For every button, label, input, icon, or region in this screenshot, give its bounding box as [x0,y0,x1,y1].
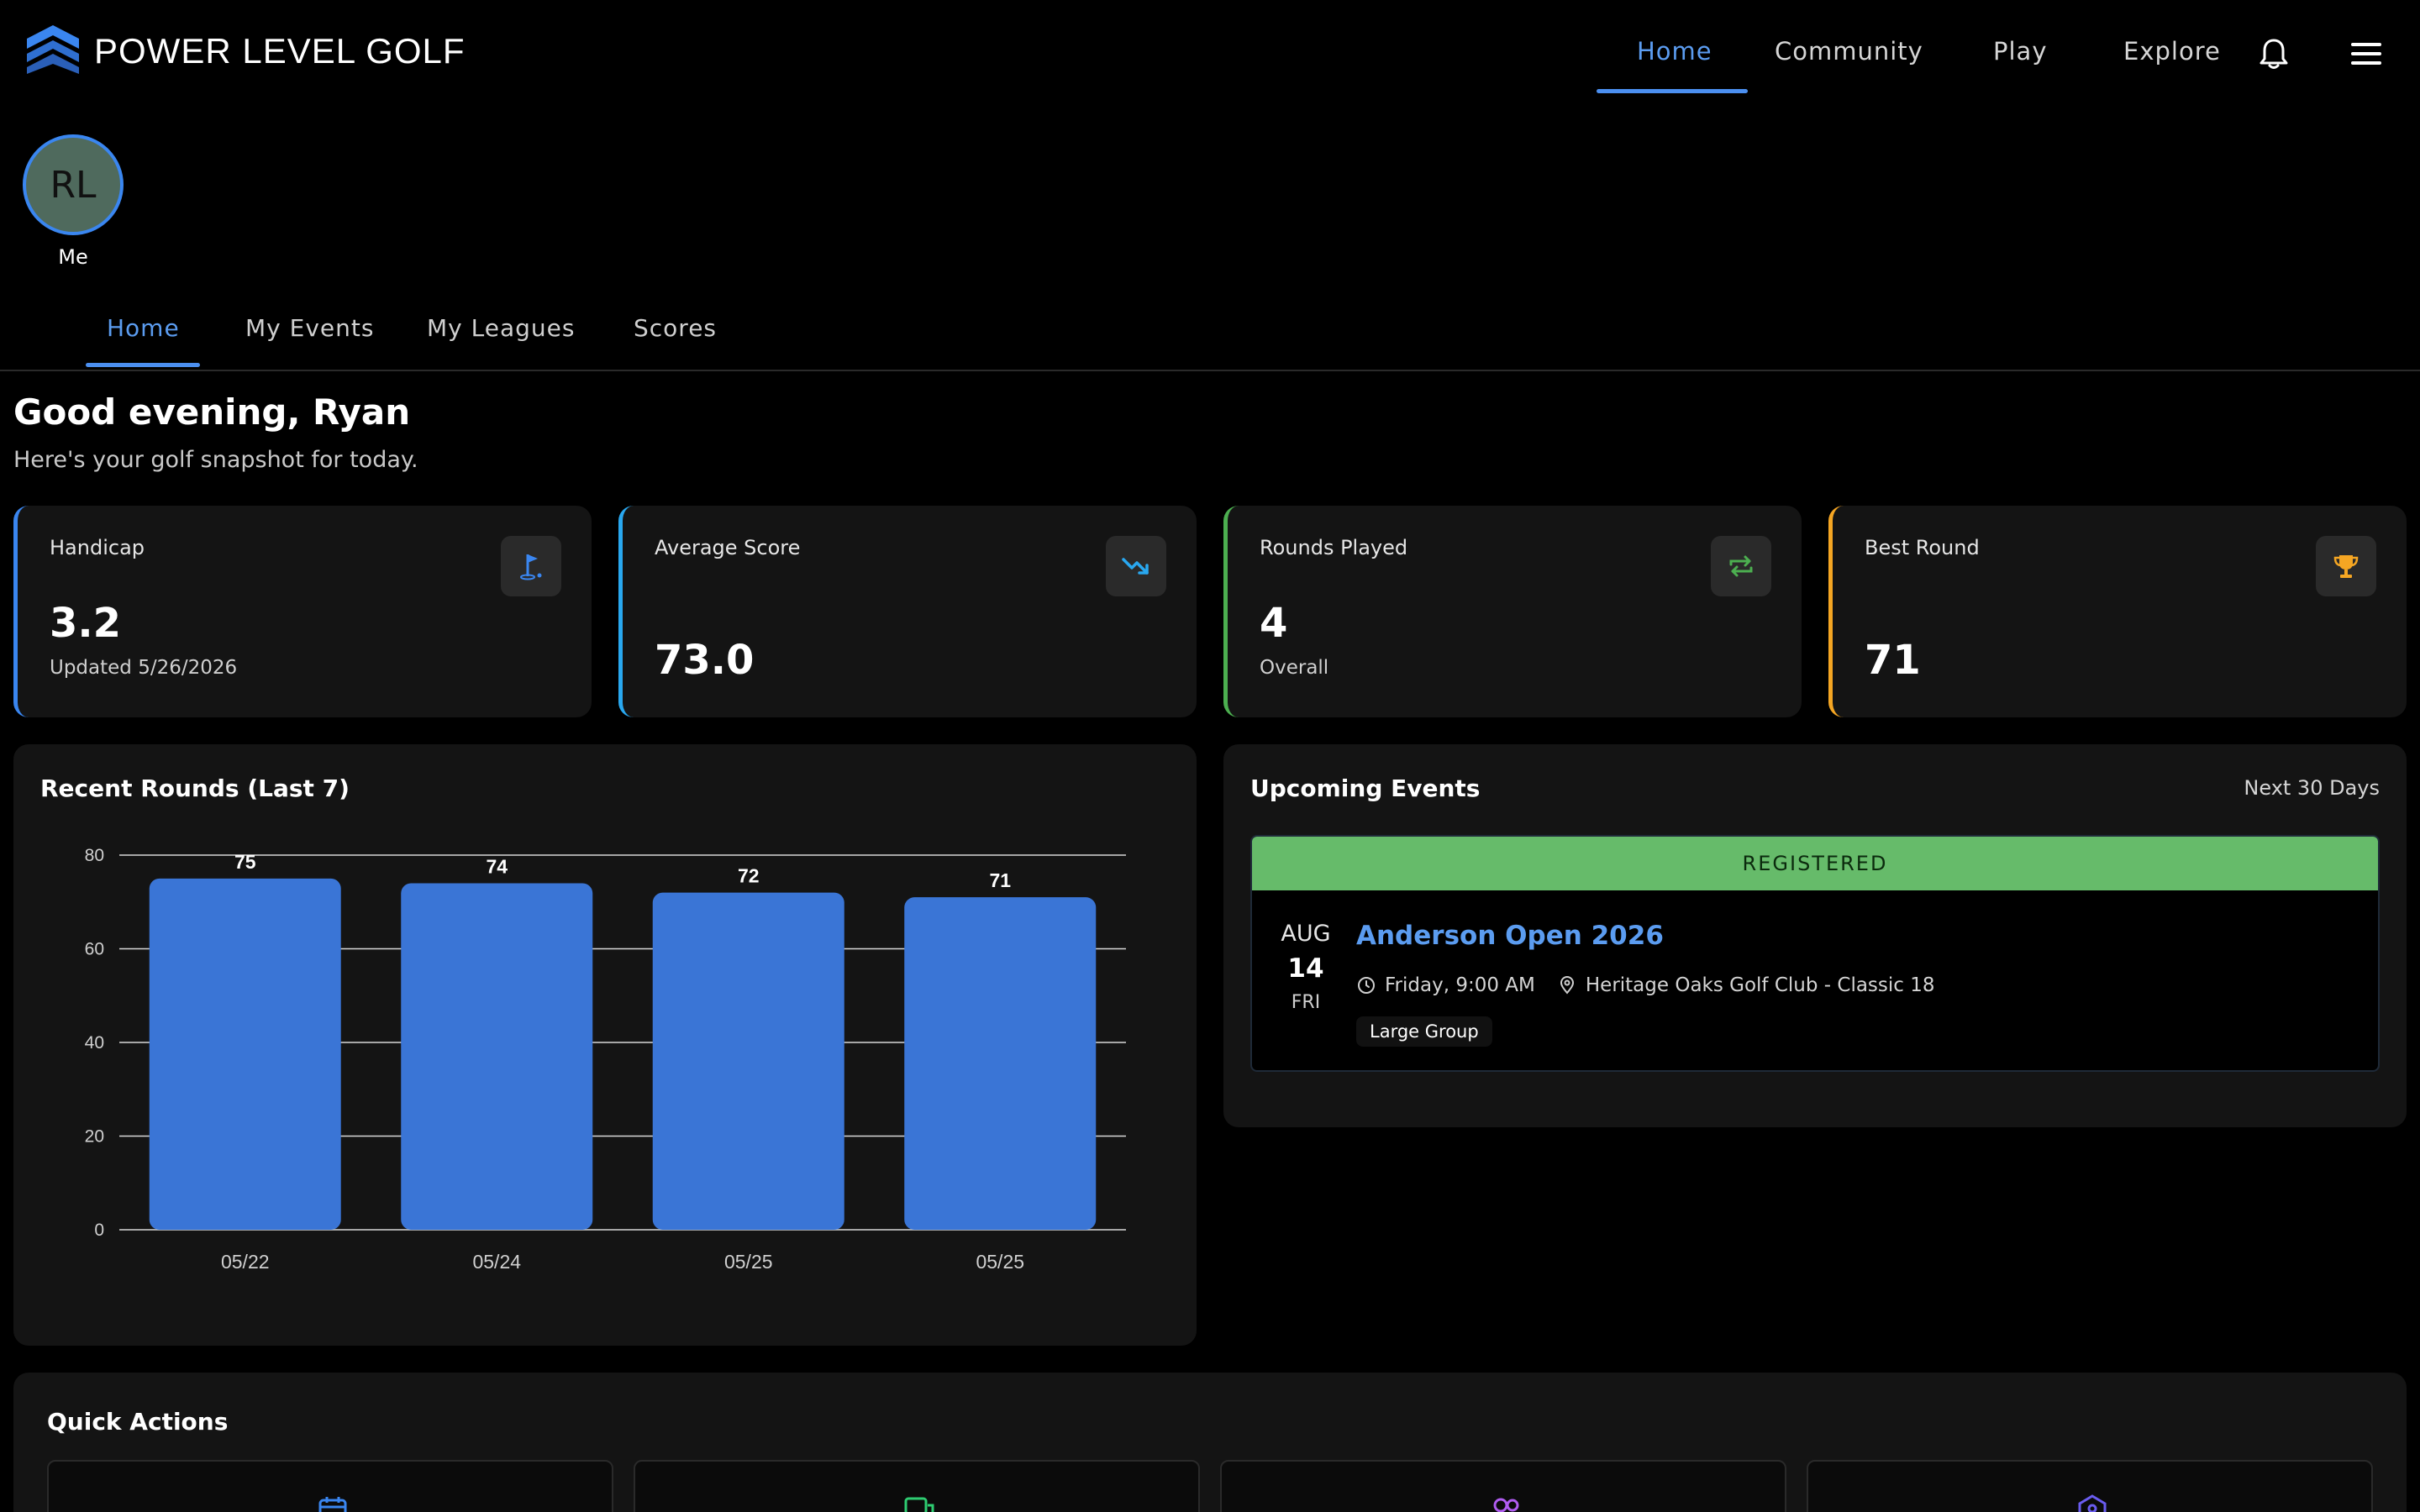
golf-flag-icon [501,536,561,596]
topnav-play[interactable]: Play [1993,37,2048,66]
event-date: AUG 14 FRI [1272,921,1339,1013]
chat-icon [904,1497,934,1512]
chart-title: Recent Rounds (Last 7) [40,774,350,802]
event-name-link[interactable]: Anderson Open 2026 [1356,921,1664,951]
bell-icon[interactable] [2257,37,2291,71]
location-shield-icon [2078,1494,2107,1512]
tab-my-events[interactable]: My Events [245,314,375,342]
quick-action-group[interactable] [1220,1460,1786,1512]
chart-bar [149,878,341,1230]
event-tag: Large Group [1356,1016,1492,1047]
quick-action-chat[interactable] [634,1460,1200,1512]
chevron-stack-logo-icon [27,25,79,74]
location-pin-icon [1560,976,1574,995]
chart-bar [904,897,1097,1230]
topnav-explore[interactable]: Explore [2123,37,2221,66]
event-time: Friday, 9:00 AM [1385,974,1535,996]
clock-icon [1358,977,1375,994]
stat-card-best-round: Best Round 71 [1828,506,2407,717]
tab-scores[interactable]: Scores [634,314,718,342]
quick-action-location[interactable] [1807,1460,2373,1512]
chart-data-label: 75 [234,851,256,873]
profile-tabs: Home My Events My Leagues Scores [0,302,2420,371]
greeting-subtitle: Here's your golf snapshot for today. [13,447,418,473]
chart-x-tick-label: 05/25 [976,1251,1024,1273]
stat-value: 4 [1260,600,1288,647]
greeting-title: Good evening, Ryan [13,391,411,433]
stat-value: 71 [1865,637,1921,684]
tab-home[interactable]: Home [107,314,180,342]
chart-y-tick-label: 40 [85,1033,104,1053]
event-card[interactable]: REGISTERED AUG 14 FRI Anderson Open 2026… [1250,835,2380,1072]
chart-y-tick-label: 60 [85,940,104,959]
stat-label: Handicap [50,536,145,559]
topnav-home[interactable]: Home [1637,37,1712,66]
brand-name: POWER LEVEL GOLF [94,31,466,71]
event-status-banner: REGISTERED [1252,837,2378,890]
quick-actions-title: Quick Actions [47,1408,229,1436]
avatar[interactable]: RL [23,134,124,235]
chart-data-label: 71 [989,869,1011,891]
calendar-icon [318,1497,347,1512]
event-weekday: FRI [1291,992,1321,1013]
repeat-icon [1711,536,1771,596]
stat-subtext: Overall [1260,657,1329,679]
chart-y-tick-label: 0 [94,1221,104,1240]
stat-subtext: Updated 5/26/2026 [50,657,238,679]
chart-y-tick-label: 20 [85,1127,104,1147]
stat-label: Best Round [1865,536,1980,559]
hamburger-menu-icon[interactable] [2349,40,2383,67]
stat-label: Rounds Played [1260,536,1408,559]
upcoming-events-panel: Upcoming Events Next 30 Days REGISTERED … [1223,744,2407,1127]
stat-value: 3.2 [50,600,122,647]
chart-data-label: 72 [738,865,760,887]
chart-x-tick-label: 05/25 [724,1251,773,1273]
chart-y-tick-label: 80 [85,846,104,865]
tab-my-leagues[interactable]: My Leagues [427,314,576,342]
event-meta: Friday, 9:00 AM Heritage Oaks Golf Club … [1356,974,1935,996]
tab-active-indicator [86,363,200,367]
brand[interactable]: POWER LEVEL GOLF [25,24,466,79]
events-range: Next 30 Days [2244,776,2380,800]
trending-down-icon [1106,536,1166,596]
chart-bar [652,892,844,1230]
quick-action-calendar[interactable] [47,1460,613,1512]
recent-rounds-panel: Recent Rounds (Last 7) 0 20 40 60 80 75 05/22 7… [13,744,1197,1346]
chart-x-tick-label: 05/22 [221,1251,270,1273]
recent-rounds-chart: 0 20 40 60 80 75 05/22 74 05/24 72 05/25 71 05/25 [85,846,1126,1273]
stat-card-handicap: Handicap 3.2 Updated 5/26/2026 [13,506,592,717]
stat-label: Average Score [655,536,801,559]
topnav-active-indicator [1597,89,1748,93]
chart-data-label: 74 [486,855,508,877]
chart-x-tick-label: 05/24 [472,1251,521,1273]
avatar-caption: Me [58,245,88,269]
topnav-community[interactable]: Community [1775,37,1923,66]
stat-value: 73.0 [655,637,755,684]
top-navbar: POWER LEVEL GOLF Home Community Play Exp… [0,0,2420,101]
chart-bar [401,883,593,1230]
trophy-icon [2316,536,2376,596]
event-month: AUG [1281,921,1331,947]
events-title: Upcoming Events [1250,774,1481,802]
stat-card-rounds-played: Rounds Played 4 Overall [1223,506,1802,717]
group-icon [1493,1498,1519,1512]
stat-card-average-score: Average Score 73.0 [618,506,1197,717]
event-location: Heritage Oaks Golf Club - Classic 18 [1585,974,1935,996]
event-day: 14 [1287,953,1324,984]
